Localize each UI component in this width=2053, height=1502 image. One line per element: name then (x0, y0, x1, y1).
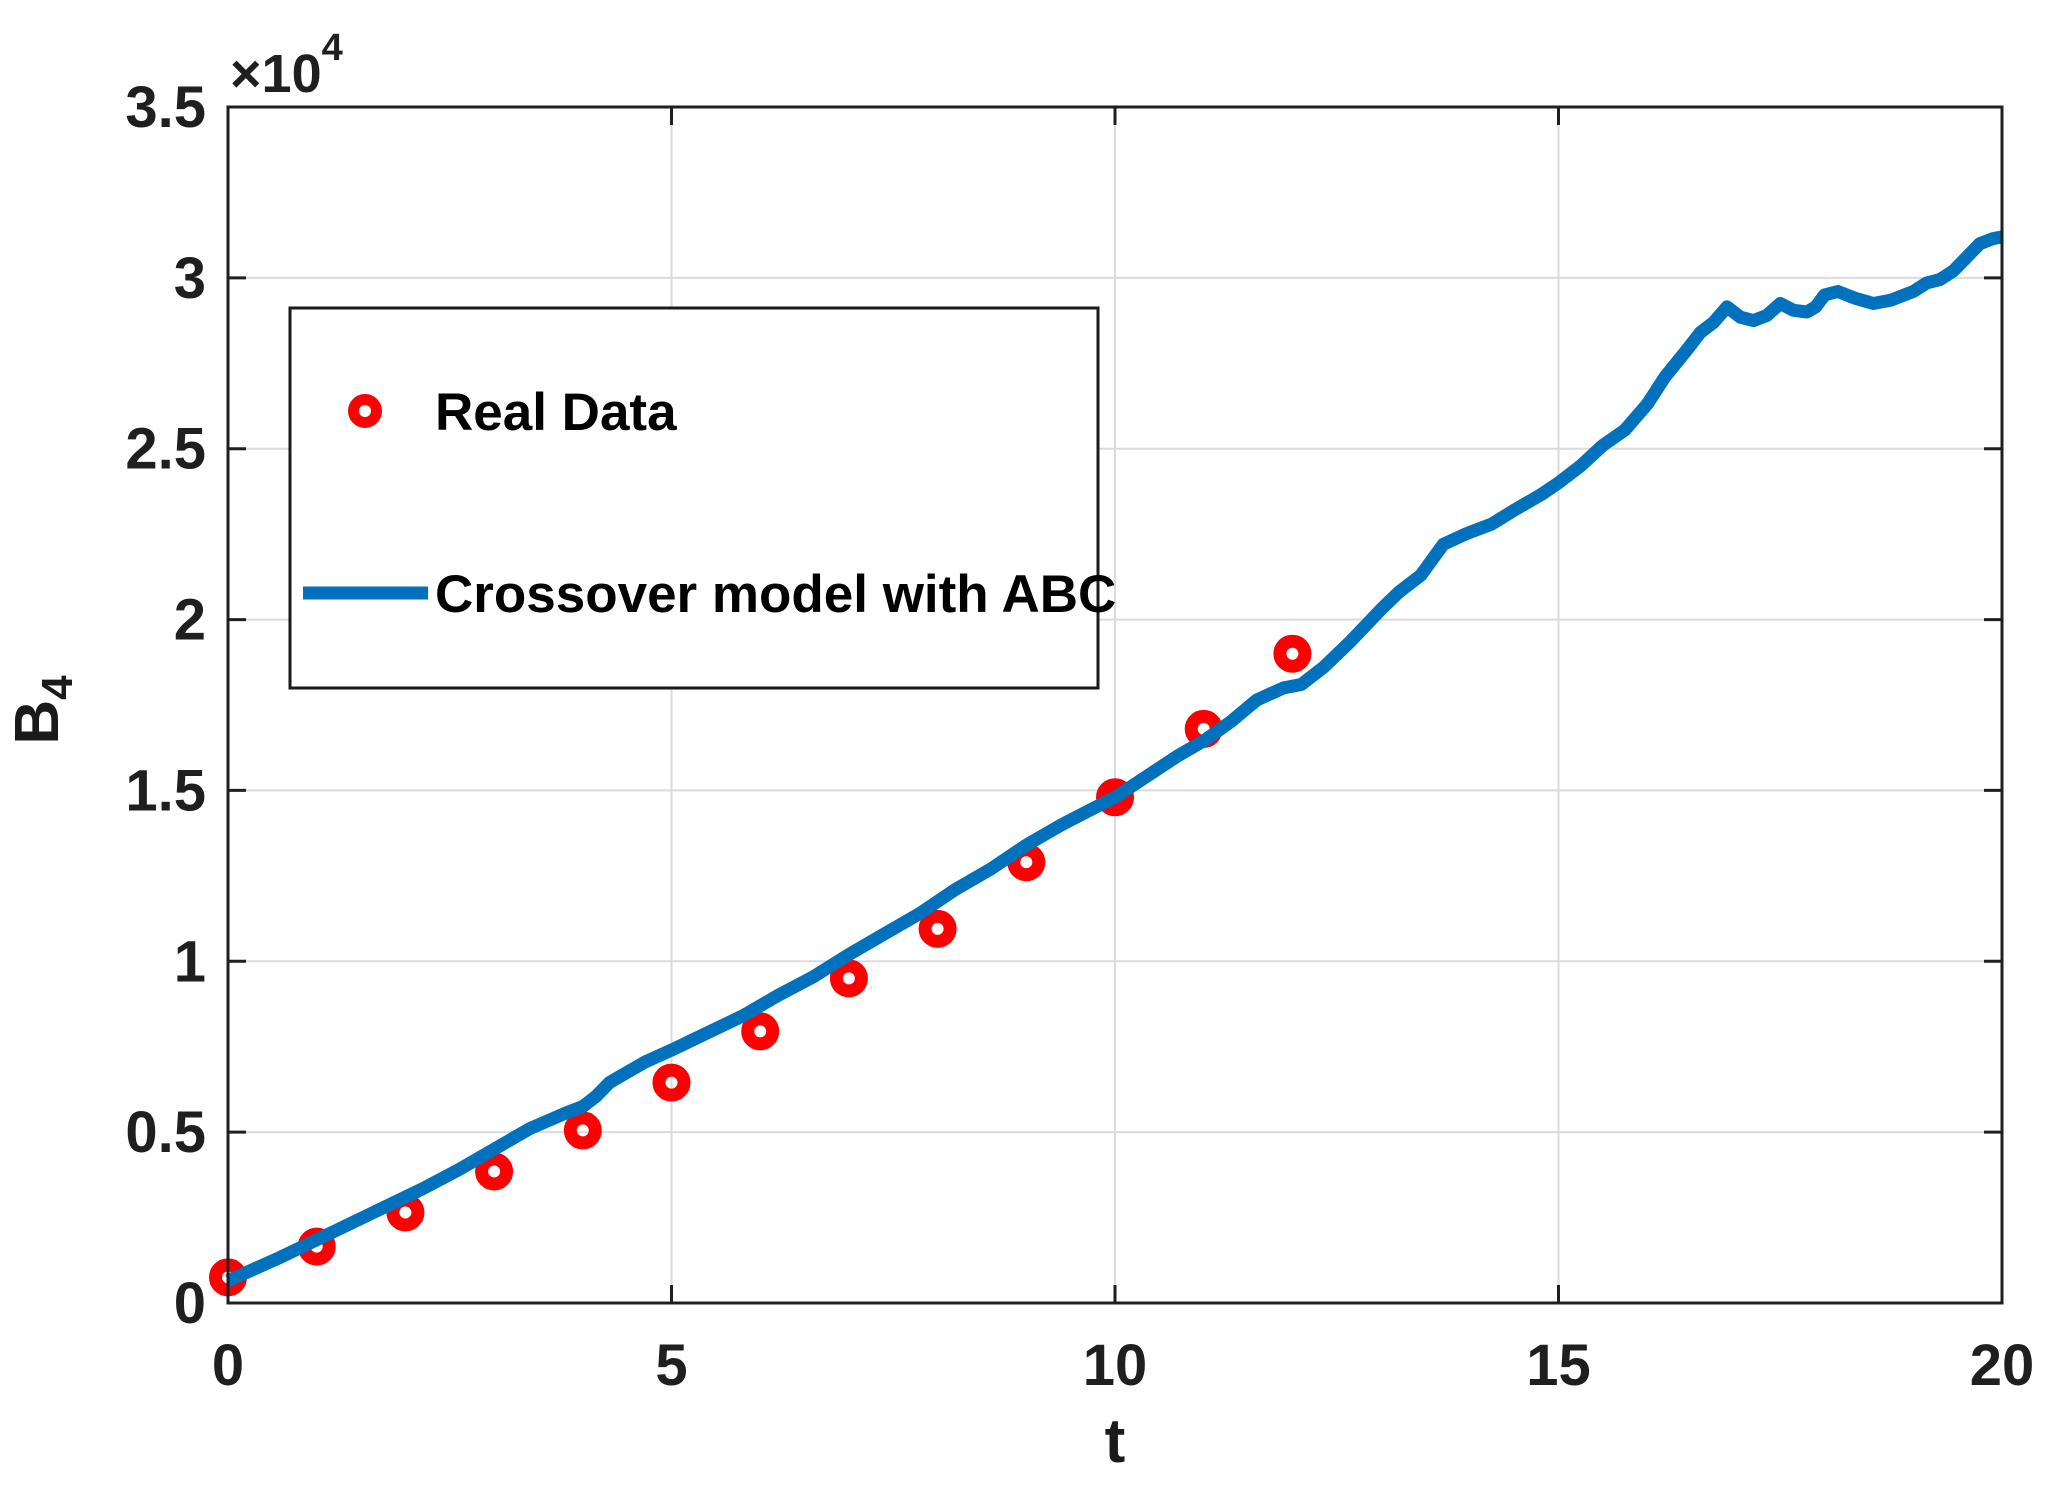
y-axis-label: B4 (3, 675, 82, 745)
y-tick-label: 0.5 (125, 1100, 206, 1165)
y-tick-label: 1 (174, 929, 206, 994)
real-data-marker (829, 959, 868, 998)
x-tick-labels: 0 5 10 15 20 (212, 1333, 2034, 1398)
y-tick-label: 1.5 (125, 758, 206, 823)
legend-label-crossover-model: Crossover model with ABC (435, 565, 1116, 624)
legend-marker-real-data-icon (348, 394, 382, 428)
x-tick-label: 20 (1970, 1333, 2035, 1398)
x-tick-label: 15 (1526, 1333, 1591, 1398)
y-tick-label: 2.5 (125, 417, 206, 482)
y-tick-label: 0 (174, 1271, 206, 1336)
x-tick-label: 0 (212, 1333, 244, 1398)
legend-label-real-data: Real Data (435, 383, 677, 442)
model-line-path (225, 230, 2004, 1287)
model-line-series (225, 230, 2004, 1287)
real-data-marker (1273, 634, 1312, 673)
real-data-marker (918, 909, 957, 948)
real-data-marker (563, 1111, 602, 1150)
legend-box (288, 306, 1100, 690)
y-tick-label: 3.5 (125, 75, 206, 140)
y-tick-label: 2 (174, 588, 206, 653)
x-axis-label: t (1105, 1407, 1126, 1476)
y-tick-labels: 0 0.5 1 1.5 2 2.5 3 3.5 (125, 75, 206, 1336)
x-tick-label: 5 (655, 1333, 687, 1398)
axes-box (226, 105, 2004, 1305)
y-tick-label: 3 (174, 246, 206, 311)
real-data-marker (652, 1063, 691, 1102)
real-data-marker (741, 1012, 780, 1051)
x-tick-label: 10 (1083, 1333, 1148, 1398)
legend: Real Data Crossover model with ABC (288, 306, 1116, 690)
y-axis-multiplier: ×104 (230, 27, 343, 104)
real-data-marker (475, 1152, 514, 1191)
